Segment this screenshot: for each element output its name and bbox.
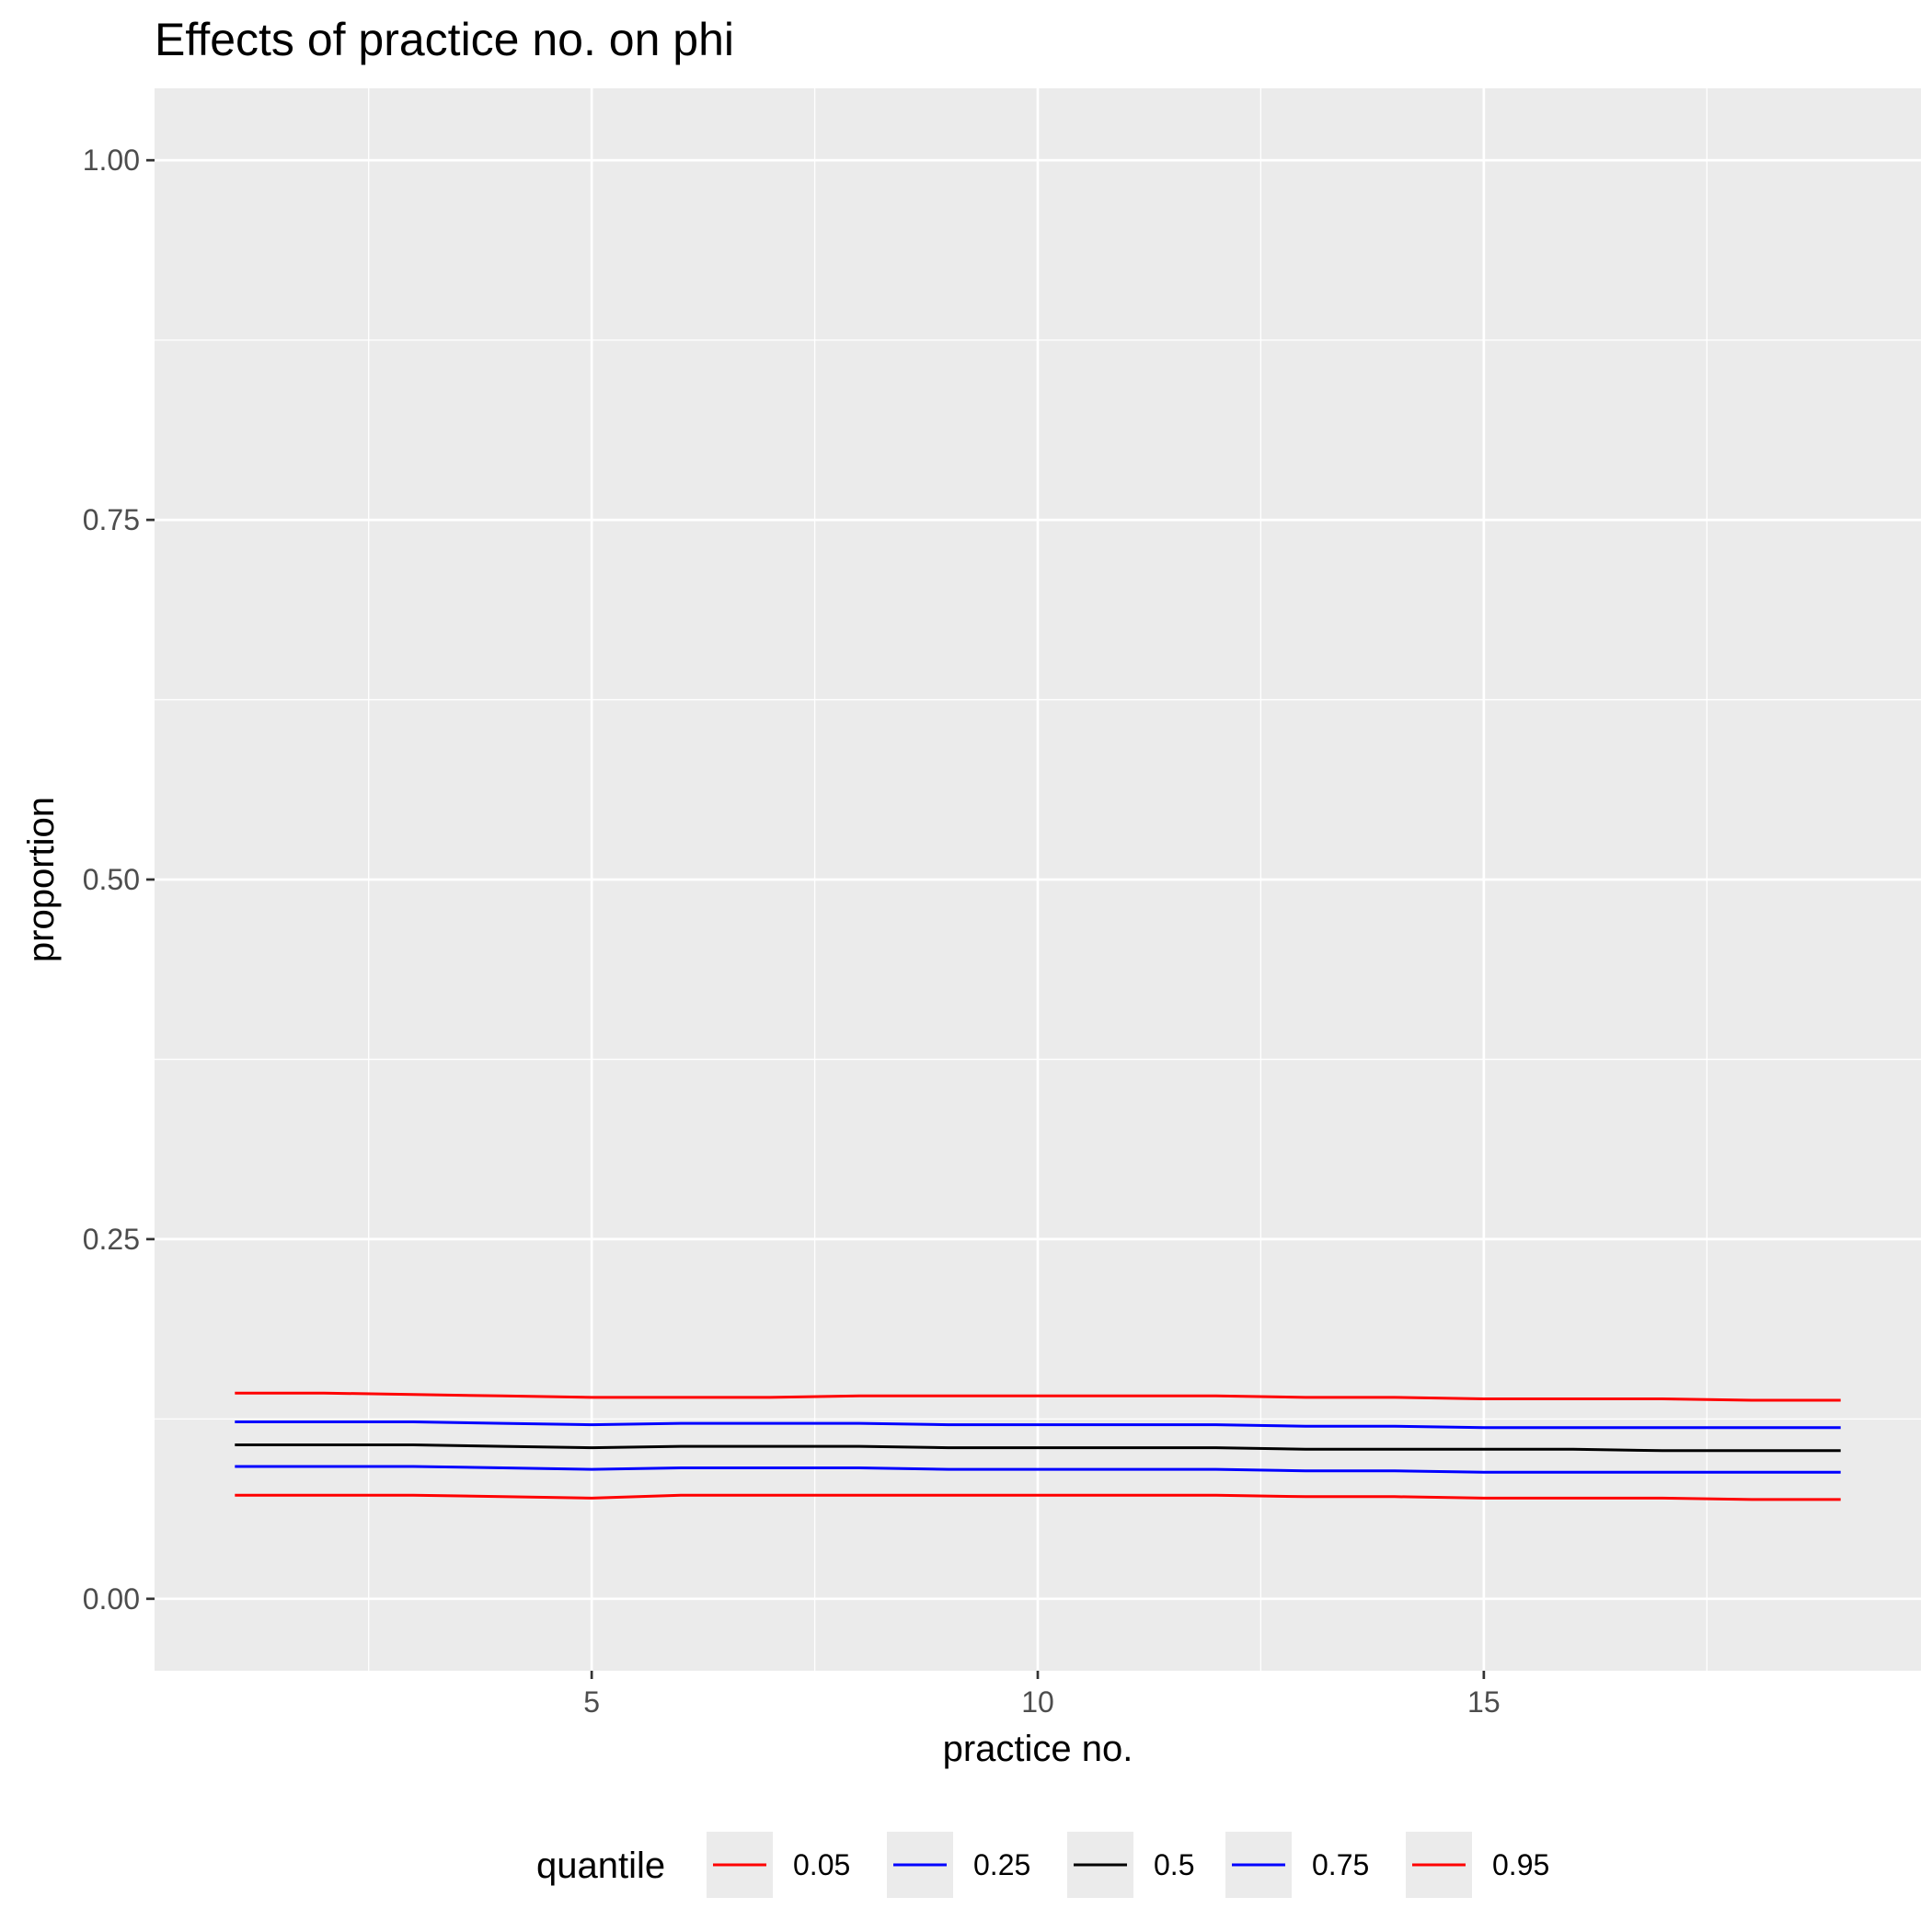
series-line-q0_75: [235, 1420, 1841, 1430]
x-tick-label: 10: [1021, 1685, 1054, 1719]
legend-label: 0.75: [1312, 1848, 1369, 1881]
series-line-q0_25: [235, 1465, 1841, 1474]
legend: quantile 0.05 0.25 0.5 0.75 0.95: [536, 1832, 1549, 1898]
legend-label: 0.95: [1492, 1848, 1549, 1881]
x-tick-label: 5: [583, 1685, 600, 1719]
legend-label: 0.5: [1154, 1848, 1194, 1881]
x-axis: 5 10 15: [583, 1671, 1501, 1719]
series-lines: [235, 1391, 1841, 1501]
y-tick-label: 0.50: [83, 863, 140, 896]
y-tick-label: 0.25: [83, 1223, 140, 1256]
y-axis: 0.00 0.25 0.50 0.75 1.00: [83, 144, 155, 1616]
x-tick-label: 15: [1467, 1685, 1501, 1719]
legend-label: 0.05: [793, 1848, 850, 1881]
y-axis-title: proportion: [21, 797, 62, 962]
legend-label: 0.25: [973, 1848, 1030, 1881]
legend-title: quantile: [536, 1846, 665, 1886]
chart-title: Effects of practice no. on phi: [155, 14, 734, 65]
series-line-q0_95: [235, 1391, 1841, 1402]
series-line-q0_5: [235, 1443, 1841, 1453]
grid-major: [155, 88, 1921, 1671]
series-line-q0_05: [235, 1493, 1841, 1501]
x-axis-title: practice no.: [943, 1729, 1133, 1769]
y-tick-label: 0.00: [83, 1582, 140, 1616]
y-tick-label: 1.00: [83, 144, 140, 177]
y-tick-label: 0.75: [83, 503, 140, 536]
